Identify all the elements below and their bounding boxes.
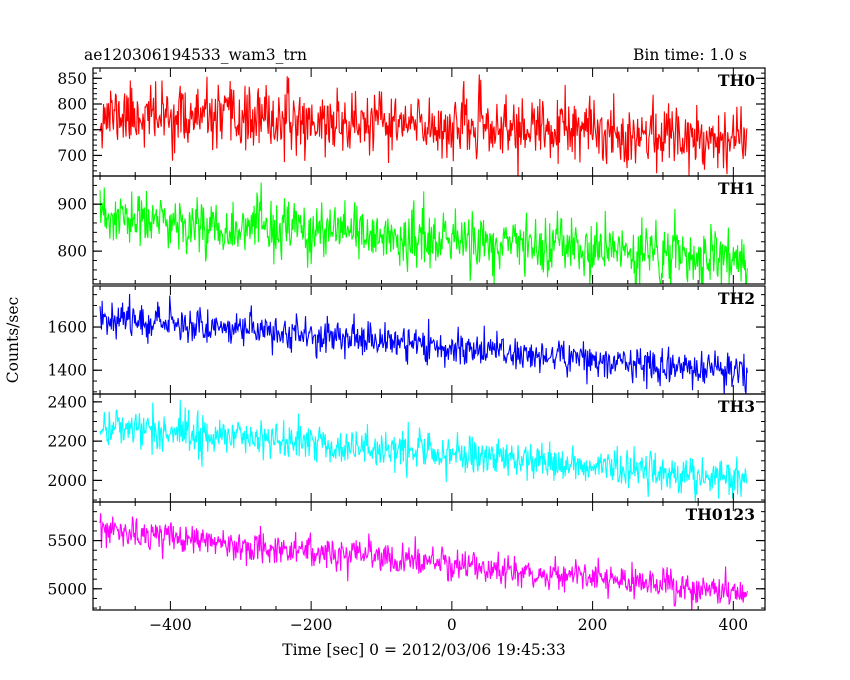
- series-line-th1: [99, 182, 748, 284]
- y-tick-label-th3: 2400: [48, 393, 87, 411]
- y-axis-label: Counts/sec: [4, 297, 22, 383]
- x-tick-label: 200: [578, 616, 608, 634]
- panel-label-th3: TH3: [718, 397, 755, 416]
- panel-label-th2: TH2: [718, 289, 755, 308]
- y-tick-label-th0: 750: [57, 121, 87, 139]
- y-tick-label-th0: 800: [57, 96, 87, 114]
- y-tick-label-th0123: 5500: [48, 532, 87, 550]
- y-tick-label-th2: 1400: [48, 362, 87, 380]
- y-tick-label-th3: 2000: [48, 472, 87, 490]
- x-tick-label: −200: [290, 616, 333, 634]
- series-line-th3: [99, 399, 748, 502]
- chart-title: ae120306194533_wam3_trn: [84, 46, 307, 64]
- y-tick-label-th1: 800: [57, 243, 87, 261]
- y-tick-label-th0: 850: [57, 70, 87, 88]
- x-axis-label: Time [sec] 0 = 2012/03/06 19:45:33: [282, 641, 566, 659]
- series-line-th2: [99, 293, 748, 394]
- x-tick-label: 400: [719, 616, 749, 634]
- bin-time-label: Bin time: 1.0 s: [633, 46, 747, 64]
- panel-frame-th1: [92, 175, 766, 285]
- panel-frame-th0123: [92, 501, 766, 611]
- series-line-th0: [99, 74, 748, 176]
- y-tick-label-th3: 2200: [48, 433, 87, 451]
- y-tick-label-th2: 1600: [48, 319, 87, 337]
- x-tick-label: 0: [447, 616, 457, 634]
- y-tick-label-th0: 700: [57, 147, 87, 165]
- panel-label-th0123: TH0123: [686, 505, 755, 524]
- y-tick-label-th0123: 5000: [48, 580, 87, 598]
- x-tick-label: −400: [149, 616, 192, 634]
- panel-label-th0: TH0: [718, 71, 755, 90]
- panel-label-th1: TH1: [718, 179, 755, 198]
- series-line-th0123: [99, 513, 748, 610]
- y-tick-label-th1: 900: [57, 196, 87, 214]
